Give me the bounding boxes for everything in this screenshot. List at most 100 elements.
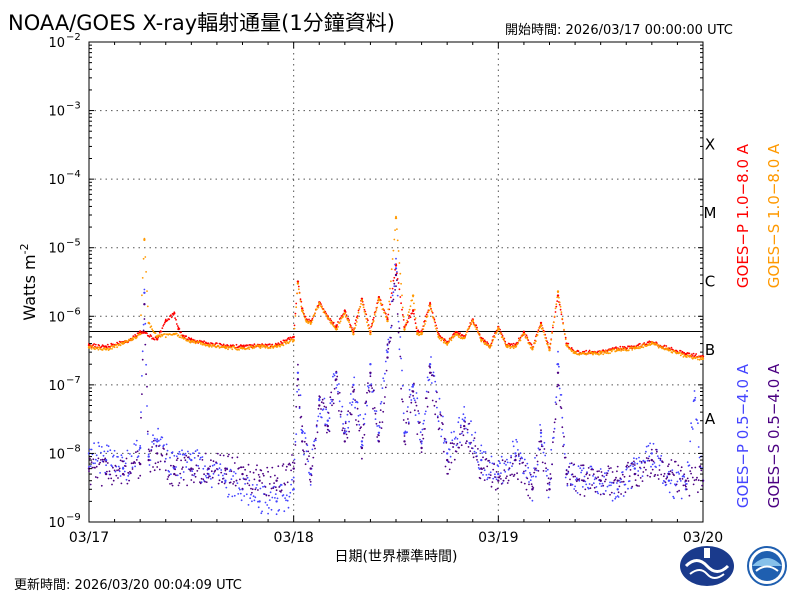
data-point xyxy=(588,349,591,352)
data-point xyxy=(460,444,463,447)
data-point xyxy=(258,500,261,503)
data-point xyxy=(509,461,512,464)
data-point xyxy=(562,322,564,325)
data-point xyxy=(199,481,201,483)
data-point xyxy=(424,320,427,323)
data-point xyxy=(500,478,502,480)
data-point xyxy=(161,454,164,457)
data-point xyxy=(533,471,536,474)
data-point xyxy=(470,420,472,423)
data-point xyxy=(266,466,269,469)
series-3 xyxy=(87,273,705,499)
data-point xyxy=(193,481,195,484)
data-point xyxy=(482,341,485,344)
data-point xyxy=(375,410,378,412)
data-point xyxy=(482,339,484,341)
data-point xyxy=(94,476,97,478)
data-point xyxy=(598,470,600,472)
data-point xyxy=(348,430,350,433)
data-point xyxy=(156,335,159,339)
data-point xyxy=(403,435,406,437)
data-point xyxy=(154,332,157,334)
data-point xyxy=(301,440,304,443)
data-point xyxy=(439,335,442,338)
data-point xyxy=(435,327,437,330)
data-point xyxy=(179,336,182,339)
data-point xyxy=(555,303,558,306)
data-point xyxy=(149,459,152,461)
data-point xyxy=(499,475,501,477)
data-point xyxy=(480,458,483,462)
data-point xyxy=(219,463,222,465)
data-point xyxy=(402,319,405,321)
data-point xyxy=(401,398,403,401)
data-point xyxy=(131,468,134,470)
data-point xyxy=(435,400,437,403)
data-point xyxy=(349,326,352,329)
data-point xyxy=(494,488,497,491)
data-point xyxy=(586,472,588,475)
data-point xyxy=(556,300,559,302)
data-point xyxy=(656,455,659,457)
data-point xyxy=(161,334,164,337)
data-point xyxy=(451,442,454,445)
data-point xyxy=(282,463,285,465)
data-point xyxy=(135,459,138,461)
y-tick-exponent: −9 xyxy=(66,512,81,523)
data-point xyxy=(394,216,398,220)
y-axis-label: Watts m-2 xyxy=(18,243,39,320)
data-point xyxy=(467,446,470,448)
data-point xyxy=(579,467,582,469)
data-point xyxy=(412,394,414,397)
data-point xyxy=(484,451,487,453)
data-point xyxy=(543,333,546,336)
data-point xyxy=(465,442,467,445)
data-point xyxy=(332,373,335,375)
data-point xyxy=(620,350,622,352)
data-point xyxy=(561,317,564,320)
data-point xyxy=(94,466,96,469)
data-point xyxy=(355,419,357,421)
data-point xyxy=(497,326,500,329)
data-point xyxy=(537,470,540,472)
data-point xyxy=(88,470,90,472)
data-point xyxy=(639,460,641,463)
data-point xyxy=(193,472,196,475)
data-point xyxy=(317,407,320,410)
data-point xyxy=(627,487,629,490)
data-point xyxy=(309,480,312,483)
data-point xyxy=(613,348,616,351)
data-point xyxy=(361,444,364,447)
data-point xyxy=(274,474,276,477)
data-point xyxy=(650,472,652,475)
data-point xyxy=(428,378,431,381)
data-point xyxy=(477,464,480,466)
data-point xyxy=(372,318,374,321)
data-point xyxy=(528,481,530,483)
data-point xyxy=(158,468,161,471)
noaa-logo xyxy=(747,546,787,586)
data-point xyxy=(260,344,263,347)
data-point xyxy=(333,387,336,390)
data-point xyxy=(601,482,604,485)
data-point xyxy=(569,484,572,486)
data-point xyxy=(343,312,346,315)
data-point xyxy=(385,369,388,372)
data-point xyxy=(305,443,308,445)
data-point xyxy=(686,461,689,464)
data-point xyxy=(506,482,509,484)
data-point xyxy=(91,345,94,348)
data-point xyxy=(488,476,491,479)
data-point xyxy=(633,460,635,463)
data-point xyxy=(349,325,352,327)
data-point xyxy=(243,478,246,481)
data-point xyxy=(159,438,162,441)
data-point xyxy=(526,337,529,340)
data-point xyxy=(290,469,292,472)
data-point xyxy=(347,319,350,322)
data-point xyxy=(667,479,671,482)
data-point xyxy=(212,460,215,463)
data-point xyxy=(250,344,252,346)
data-point xyxy=(110,342,113,345)
data-point xyxy=(326,419,329,422)
